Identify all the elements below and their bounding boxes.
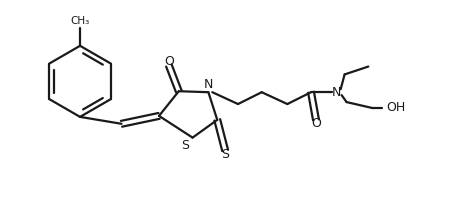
Text: S: S: [180, 139, 189, 152]
Text: CH₃: CH₃: [70, 16, 90, 26]
Text: OH: OH: [386, 102, 405, 114]
Text: S: S: [221, 148, 229, 161]
Text: O: O: [311, 117, 321, 130]
Text: O: O: [164, 55, 174, 68]
Text: N: N: [204, 78, 213, 91]
Text: N: N: [332, 86, 342, 99]
